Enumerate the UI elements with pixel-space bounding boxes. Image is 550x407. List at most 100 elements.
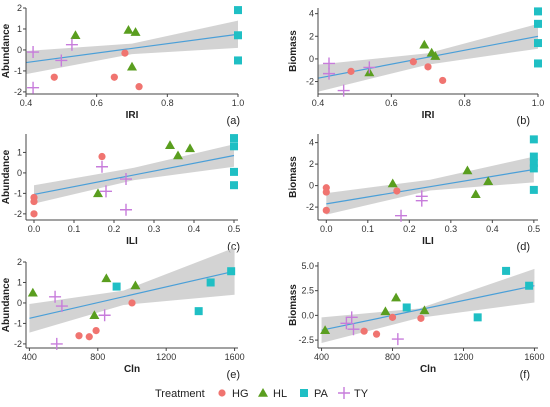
data-point-hg	[393, 187, 401, 195]
data-point-hl	[419, 39, 430, 49]
x-tick-label: 0.4	[20, 98, 33, 108]
data-point-hl	[419, 305, 430, 315]
x-tick-label: 0.2	[108, 224, 121, 234]
data-point-hg	[50, 73, 58, 81]
data-point-hl	[123, 25, 134, 34]
x-tick-label: 800	[385, 352, 400, 362]
data-point-ty	[55, 54, 68, 67]
data-point-hg	[128, 299, 136, 307]
data-point-hl	[127, 61, 137, 71]
data-point-pa	[502, 266, 511, 275]
y-tick-label: 0	[17, 168, 22, 178]
x-axis-title: ILI	[422, 236, 434, 247]
data-point-hl	[130, 27, 141, 36]
data-point-pa	[230, 134, 238, 143]
x-tick-label: 0.6	[90, 98, 103, 108]
y-axis-title: Biomass	[288, 156, 299, 198]
y-tick-label: 1	[17, 24, 22, 34]
data-point-pa	[227, 267, 236, 276]
trend-line	[33, 154, 235, 195]
data-point-ty	[323, 57, 335, 70]
data-point-ty	[65, 38, 78, 51]
y-tick-label: -2	[306, 77, 314, 87]
series-ty	[340, 311, 404, 346]
data-point-hg	[439, 76, 447, 85]
y-tick-label: 2	[17, 257, 22, 267]
x-tick-label: 0.3	[445, 224, 458, 234]
series-hg	[30, 152, 106, 218]
confidence-band	[26, 20, 238, 75]
y-tick-label: 0	[309, 181, 314, 191]
data-point-hl	[387, 178, 398, 188]
x-tick-label: 1.0	[232, 98, 245, 108]
series-hl	[387, 165, 494, 198]
y-tick-label: 0	[309, 54, 314, 64]
data-point-hl	[470, 189, 481, 198]
data-point-hg	[135, 83, 143, 91]
data-point-ty	[50, 337, 63, 350]
legend-item-hg: HG	[218, 388, 249, 400]
x-tick-label: 0.1	[68, 224, 81, 234]
x-tick-label: 0.5	[528, 224, 541, 234]
panel-e: 400 800 1200 1600 -2 -1 0 1 2 Cln Abundance (e)	[1, 247, 245, 381]
series-hg	[75, 299, 136, 341]
x-tick-label: 0.1	[362, 224, 375, 234]
data-point-pa	[529, 135, 538, 144]
y-tick-label: -1	[14, 318, 22, 328]
series-pa	[234, 6, 242, 65]
data-point-hg	[85, 333, 93, 341]
x-tick-label: 1.0	[532, 98, 545, 108]
series-ty	[27, 38, 78, 94]
series-pa	[230, 134, 238, 190]
data-point-pa	[234, 6, 242, 15]
data-point-hl	[165, 140, 175, 150]
data-point-ty	[415, 194, 428, 207]
data-point-ty	[98, 309, 111, 322]
data-point-hl	[173, 150, 183, 160]
legend-item-pa: PA	[300, 388, 329, 400]
legend-label-hl: HL	[273, 388, 287, 400]
panel-tag: (d)	[517, 241, 530, 253]
data-point-ty	[96, 160, 108, 173]
data-point-pa	[234, 56, 242, 65]
y-tick-label: 0	[17, 298, 22, 308]
x-axis-title: ILI	[126, 236, 138, 247]
data-point-hl	[483, 176, 494, 186]
x-axis-title: Cln	[124, 364, 140, 375]
data-point-hl	[27, 287, 38, 297]
data-point-hl	[391, 292, 402, 302]
x-tick-label: 1600	[225, 352, 245, 362]
legend-label-ty: TY	[354, 388, 369, 400]
data-point-hl	[185, 143, 195, 153]
data-point-pa	[529, 185, 538, 194]
data-point-hg	[92, 326, 100, 335]
data-point-hg	[360, 327, 368, 335]
data-point-hl	[130, 280, 141, 290]
data-point-ty	[120, 173, 132, 186]
data-point-pa	[529, 159, 538, 168]
panels: 0.4 0.6 0.8 1.0 -2 -1 0 1 2 IRI Abundance (a) 0.4 0.6…	[1, 3, 544, 381]
y-tick-label: -2	[14, 209, 22, 219]
y-tick-label: -2	[14, 339, 22, 349]
series-hl	[70, 25, 141, 71]
y-tick-label: -2	[14, 87, 22, 97]
y-axis-title: Biomass	[288, 30, 299, 72]
x-tick-label: 0.6	[385, 98, 398, 108]
legend-marker-hg	[218, 389, 226, 397]
data-point-ty	[337, 84, 350, 97]
x-tick-label: 0.5	[228, 224, 241, 234]
series-hg	[347, 58, 447, 85]
panel-f: 400 800 1200 1600 -2.5 0.0 2.5 5.0 Cln Biomass (f)	[288, 261, 544, 381]
data-point-pa	[534, 39, 542, 48]
trend-line	[326, 168, 534, 205]
panel-tag: (f)	[520, 369, 530, 381]
data-point-hg	[30, 197, 38, 206]
x-tick-label: 0.0	[28, 224, 41, 234]
x-tick-label: 0.4	[188, 224, 201, 234]
data-point-pa	[534, 59, 542, 68]
data-point-ty	[395, 209, 408, 222]
data-point-hg	[417, 314, 425, 322]
series-hl	[27, 273, 141, 319]
legend-marker-pa	[300, 389, 308, 397]
data-point-ty	[120, 203, 132, 216]
